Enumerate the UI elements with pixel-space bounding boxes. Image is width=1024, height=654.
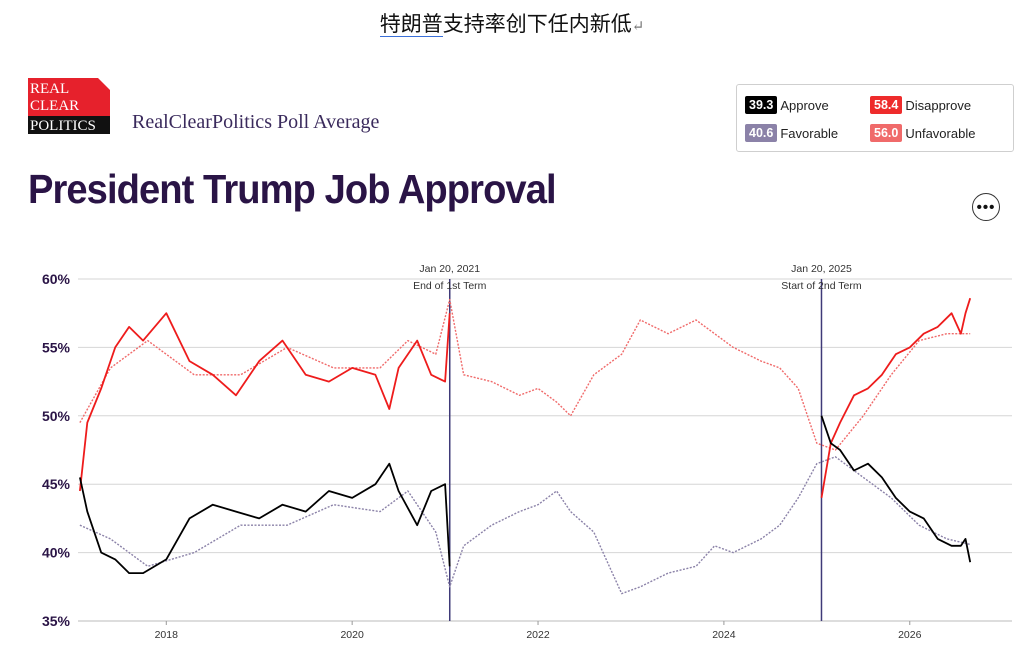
logo-line-2: CLEAR — [30, 98, 79, 114]
unfavorable-label: Unfavorable — [905, 125, 976, 141]
x-tick-label: 2022 — [526, 629, 550, 641]
x-tick-label: 2026 — [898, 629, 922, 641]
page-title: President Trump Job Approval — [28, 166, 557, 212]
return-mark-icon: ↵ — [631, 17, 645, 35]
y-tick-label: 50% — [42, 408, 71, 424]
rcp-logo[interactable]: REAL CLEAR POLITICS — [28, 78, 110, 134]
source-label: RealClearPolitics Poll Average — [132, 111, 380, 133]
favorable-value: 40.6 — [745, 124, 778, 142]
term-marker-date: Jan 20, 2025 — [791, 263, 852, 275]
legend-item-unfavorable[interactable]: 56.0 Unfavorable — [870, 124, 975, 142]
x-tick-label: 2024 — [712, 629, 736, 641]
favorable-label: Favorable — [780, 125, 839, 141]
y-tick-label: 55% — [42, 339, 71, 355]
y-tick-label: 40% — [42, 545, 71, 561]
series-line-unfavorable — [79, 298, 971, 451]
heading-text: 支持率创下任内新低 — [442, 12, 632, 36]
series-line-approve — [820, 415, 972, 563]
y-tick-label: 35% — [42, 613, 71, 629]
series-line-disapprove — [820, 297, 972, 499]
x-tick-label: 2020 — [340, 629, 364, 641]
term-marker-label: End of 1st Term — [413, 280, 487, 292]
disapprove-value: 58.4 — [870, 96, 903, 114]
legend: 39.3 Approve 58.4 Disapprove 40.6 Favora… — [736, 84, 1014, 152]
approve-label: Approve — [780, 97, 829, 113]
y-tick-label: 60% — [42, 271, 71, 287]
heading-underlined-text: 特朗普 — [379, 12, 443, 37]
term-marker-date: Jan 20, 2021 — [419, 263, 480, 275]
approve-value: 39.3 — [745, 96, 778, 114]
x-tick-label: 2018 — [155, 629, 179, 641]
approval-chart: 35% 40% 45% 50% 55% 60% 2018 2020 2022 2024 2026 Ja… — [42, 263, 1012, 641]
y-tick-label: 45% — [42, 476, 71, 492]
series-line-approve — [79, 462, 451, 575]
series-line-disapprove — [79, 312, 451, 492]
legend-item-disapprove[interactable]: 58.4 Disapprove — [870, 96, 971, 114]
legend-item-approve[interactable]: 39.3 Approve — [745, 96, 829, 114]
logo-line-1: REAL — [30, 81, 69, 97]
series-line-favorable — [79, 456, 971, 595]
logo-line-3: POLITICS — [30, 118, 96, 134]
document-heading: 特朗普支持率创下任内新低↵ — [0, 8, 1024, 38]
more-options-button[interactable]: ••• — [972, 193, 1000, 221]
term-marker-label: Start of 2nd Term — [781, 280, 862, 292]
legend-item-favorable[interactable]: 40.6 Favorable — [745, 124, 838, 142]
disapprove-label: Disapprove — [905, 97, 972, 113]
unfavorable-value: 56.0 — [870, 124, 903, 142]
